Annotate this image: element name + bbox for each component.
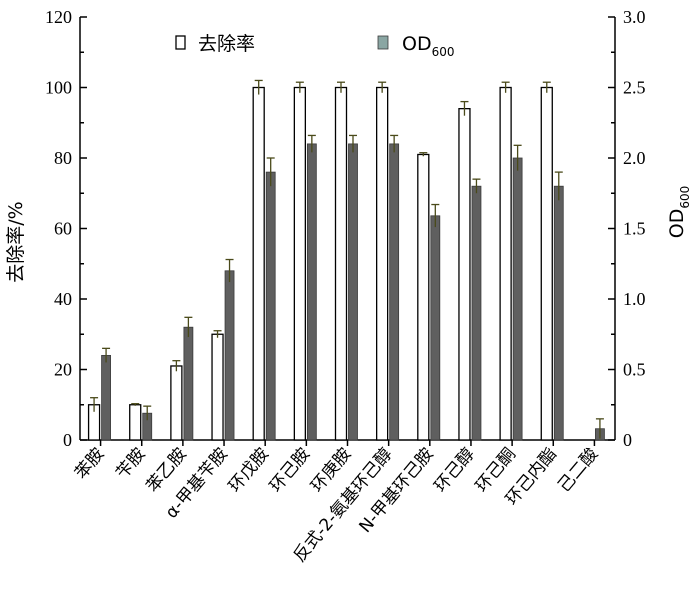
bar-od bbox=[183, 326, 194, 441]
x-category-label: 环己胺 bbox=[266, 444, 314, 496]
legend-swatch-od bbox=[377, 35, 389, 50]
bar-od bbox=[430, 215, 441, 441]
bar-removal bbox=[293, 86, 306, 441]
y-right-title-main: OD bbox=[666, 209, 688, 239]
y-right-title: OD600 bbox=[666, 186, 692, 239]
y-left-tick-label: 20 bbox=[54, 360, 72, 380]
y-right-tick-label: 1.5 bbox=[623, 219, 646, 239]
bar-removal bbox=[499, 86, 512, 441]
bar-od bbox=[512, 157, 523, 441]
x-category-label: 环己醇 bbox=[431, 444, 479, 496]
bar-od bbox=[389, 143, 400, 441]
x-category-label: 苄胺 bbox=[112, 444, 149, 483]
x-category-label: 己二酸 bbox=[554, 444, 602, 496]
bar-removal bbox=[540, 86, 553, 441]
y-left-tick-label: 100 bbox=[45, 78, 72, 98]
bar-od bbox=[306, 143, 317, 441]
legend-label-removal: 去除率 bbox=[198, 33, 255, 55]
legend-label-od-sub: 600 bbox=[432, 45, 455, 59]
legend: 去除率 OD600 bbox=[175, 33, 455, 59]
y-left-tick-label: 120 bbox=[45, 7, 72, 27]
bar-removal bbox=[376, 86, 389, 441]
bar-removal bbox=[334, 86, 348, 441]
bar-removal bbox=[211, 333, 224, 441]
bar-removal bbox=[170, 365, 183, 441]
bar-removal bbox=[129, 404, 142, 441]
bar-removal bbox=[252, 86, 265, 441]
bar-removal bbox=[417, 153, 430, 441]
y-right-title-sub: 600 bbox=[678, 186, 692, 209]
bar-od bbox=[265, 171, 276, 441]
bar-od bbox=[224, 270, 235, 441]
bar-od bbox=[101, 354, 111, 441]
y-right-tick-label: 0.5 bbox=[623, 360, 646, 380]
bar-od bbox=[471, 185, 482, 441]
bars bbox=[87, 79, 605, 441]
y-left-tick-label: 60 bbox=[54, 219, 72, 239]
x-category-label: 苯胺 bbox=[71, 444, 108, 483]
bar-od bbox=[553, 185, 564, 441]
bar-removal bbox=[458, 108, 471, 441]
y-left-tick-label: 80 bbox=[54, 148, 72, 168]
x-category-label: 环戊胺 bbox=[225, 444, 273, 496]
y-left-title: 去除率/% bbox=[5, 201, 27, 282]
y-right-tick-label: 2.5 bbox=[623, 78, 646, 98]
bar-od bbox=[348, 143, 358, 441]
y-left-tick-label: 0 bbox=[63, 430, 72, 450]
y-right-tick-label: 0 bbox=[623, 430, 632, 450]
y-right-tick-label: 3.0 bbox=[623, 7, 646, 27]
y-right-tick-label: 1.0 bbox=[623, 289, 646, 309]
y-left-tick-label: 40 bbox=[54, 289, 72, 309]
legend-swatch-removal bbox=[175, 35, 186, 50]
legend-label-od-main: OD bbox=[402, 33, 432, 55]
y-right-tick-label: 2.0 bbox=[623, 148, 646, 168]
legend-label-od: OD600 bbox=[402, 33, 455, 59]
